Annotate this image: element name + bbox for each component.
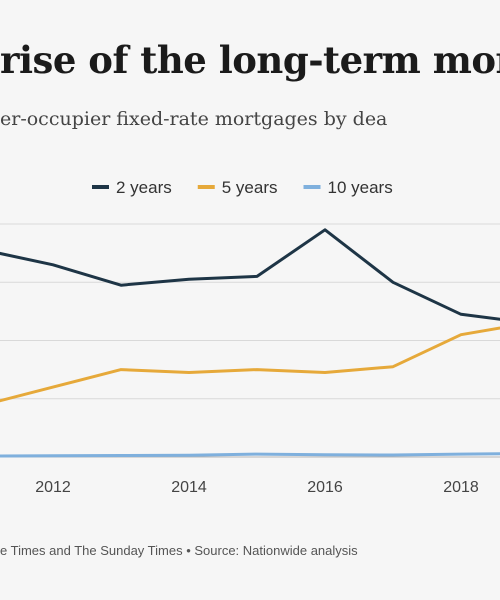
chart-subtitle: er-occupier fixed-rate mortgages by dea [0, 108, 388, 130]
legend-label: 2 years [116, 178, 172, 197]
chart-gridlines [0, 223, 500, 458]
chart-footer: e Times and The Sunday Times • Source: N… [0, 543, 358, 558]
legend-label: 10 years [328, 178, 393, 197]
x-tick-label: 2014 [171, 479, 207, 496]
series-line [0, 452, 500, 458]
chart-legend: 2 years 5 years 10 years [92, 178, 393, 197]
x-tick-label: 2016 [307, 479, 343, 496]
x-tick-label: 2012 [35, 479, 71, 496]
series-line [0, 326, 500, 403]
x-tick-label: 2018 [443, 479, 479, 496]
chart-series [0, 228, 500, 458]
legend-label: 5 years [222, 178, 278, 197]
x-axis-ticks: 2012 2014 2016 2018 [35, 479, 479, 496]
chart-title: rise of the long-term mor [0, 38, 500, 82]
series-line [0, 228, 500, 321]
